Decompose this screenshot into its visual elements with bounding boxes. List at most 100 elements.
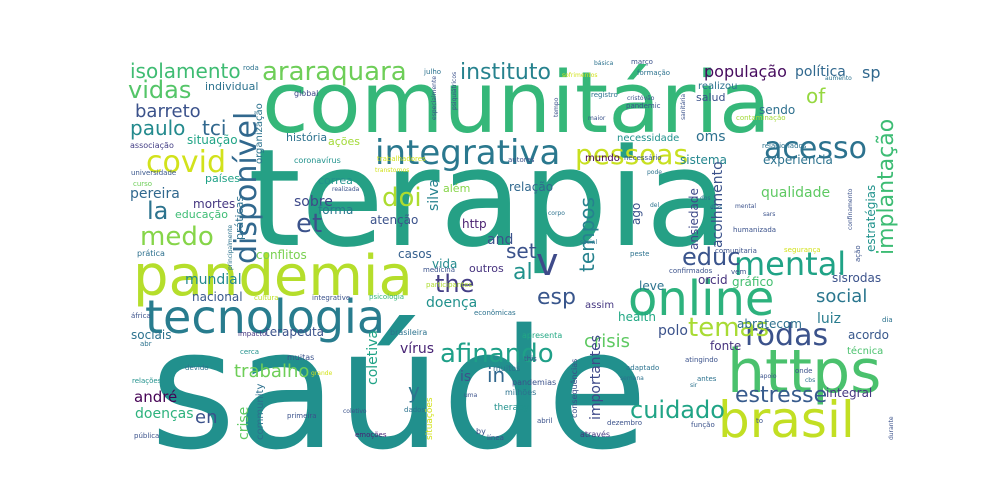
word-estresse: estresse (735, 383, 827, 408)
word-atencao: atenção (370, 213, 418, 227)
word-muitos: muitos (493, 364, 520, 373)
word-acoes: ações (328, 135, 360, 148)
word-en: en (195, 407, 217, 428)
word-coletiva: coletiva (365, 330, 381, 385)
word-crisis: crisis (584, 331, 630, 352)
word-fonte: fonte (710, 339, 741, 353)
word-tecnica: técnica (847, 345, 883, 357)
word-coletivo: coletivo (343, 408, 367, 415)
word-paulo: paulo (130, 116, 185, 140)
word-araraquara: araraquara (262, 57, 407, 87)
word-sobre: sobre (294, 194, 333, 210)
word-integral: integral (826, 386, 872, 400)
word-luiz: luiz (817, 311, 841, 327)
word-social-small: social (580, 239, 597, 246)
word-mental: mental (734, 245, 846, 283)
word-silva: silva (426, 179, 442, 211)
word-grande: grande (311, 370, 333, 377)
word-seguranca: segurança (784, 246, 821, 254)
word-semana: semana (620, 375, 644, 382)
word-abr: abr (140, 340, 152, 348)
word-dias: dias (710, 204, 722, 211)
word-andre: andré (134, 388, 177, 406)
word-necessidade: necessidade (617, 133, 679, 144)
word-relacao: relação (509, 180, 553, 194)
word-dia: dia (882, 316, 893, 324)
word-abratecom: abratecom (737, 317, 802, 331)
word-milhoes: milhões (505, 388, 536, 397)
word-impacto: impacto (238, 330, 266, 338)
word-conflitos: conflitos (256, 248, 307, 262)
word-v: v (536, 240, 559, 284)
word-esp: esp (537, 285, 576, 310)
word-sp: sp (862, 63, 881, 82)
word-therapy: therapy (494, 403, 530, 413)
word-dos: dos (700, 195, 711, 202)
word-integrative: integrative (312, 294, 350, 302)
word-maior: maior (588, 115, 606, 122)
word-dados: dados (404, 406, 425, 414)
word-atraves: através (580, 429, 610, 439)
word-emocoes: emoções (355, 431, 387, 439)
word-polo: polo (658, 323, 688, 339)
word-ago: ago (629, 203, 643, 225)
word-roda: roda (243, 64, 259, 72)
word-comunitaria: comunitária (262, 54, 771, 153)
word-confinamento: confinamento (847, 188, 854, 230)
word-brasil: brasil (718, 391, 855, 449)
word-curso: curso (133, 180, 152, 188)
word-and: and (487, 232, 513, 248)
word-mundial: mundial (185, 272, 242, 288)
word-julho: julho (423, 68, 441, 76)
word-pereira: pereira (130, 186, 180, 202)
word-health: health (618, 310, 656, 324)
word-grafico: gráfico (732, 275, 773, 289)
word-transtornos: transtornos (375, 167, 409, 174)
word-aumento: aumento (825, 75, 852, 82)
word-publica: pública (134, 432, 159, 440)
word-humanizada: humanizada (733, 226, 776, 234)
word-necessario: necessário (624, 154, 662, 162)
word-mundo: mundo (585, 153, 620, 164)
word-uma: uma (464, 392, 478, 399)
word-acordo: acordo (848, 328, 889, 342)
word-sofrimentos: sofrimentos (562, 72, 598, 79)
word-pode: pode (647, 169, 662, 176)
word-sanitaria: sanitária (680, 94, 687, 120)
word-associacao: associação (130, 141, 174, 150)
word-del: del (650, 202, 660, 209)
word-adaptado: adaptado (626, 364, 659, 372)
word-community: community (255, 384, 266, 440)
word-medicina: medicina (423, 266, 455, 274)
word-educ: educ (682, 243, 740, 271)
word-oms: oms (696, 129, 726, 145)
word-integrativa: integrativa (375, 133, 560, 173)
word-brasileira: brasileira (390, 328, 427, 337)
word-devido: devido (185, 364, 209, 372)
word-primeira: primeira (287, 412, 317, 420)
word-to: to (756, 417, 763, 425)
word-estrategias: estratégias (864, 185, 878, 252)
word-consequencias: consequências (569, 359, 579, 418)
word-cbs: cbs (805, 377, 815, 384)
word-forma: forma (318, 203, 353, 217)
word-principalmente: principalmente (227, 224, 234, 270)
word-trabalhadores: trabalhadores (377, 155, 426, 163)
word-pratica: prática (137, 249, 165, 258)
word-durante: durante (888, 416, 895, 440)
word-psiquiatricos: psiquiátricos (451, 72, 458, 110)
word-terapeuta: terapeuta (265, 325, 324, 339)
word-of: of (806, 84, 826, 108)
word-barreto: barreto (135, 101, 201, 122)
word-http: http (462, 217, 487, 231)
word-peste: peste (630, 250, 649, 258)
word-relacoes: relações (132, 377, 162, 385)
word-educacao: educação (175, 208, 228, 221)
word-apoio: apoio (760, 373, 777, 380)
word-qualidade: qualidade (761, 185, 830, 201)
word-nacional: nacional (192, 290, 243, 304)
word-set: set (506, 239, 537, 263)
word-implantacao: implantação (874, 119, 899, 255)
word-vida: vida (432, 257, 457, 271)
word-marco: março (631, 58, 653, 66)
